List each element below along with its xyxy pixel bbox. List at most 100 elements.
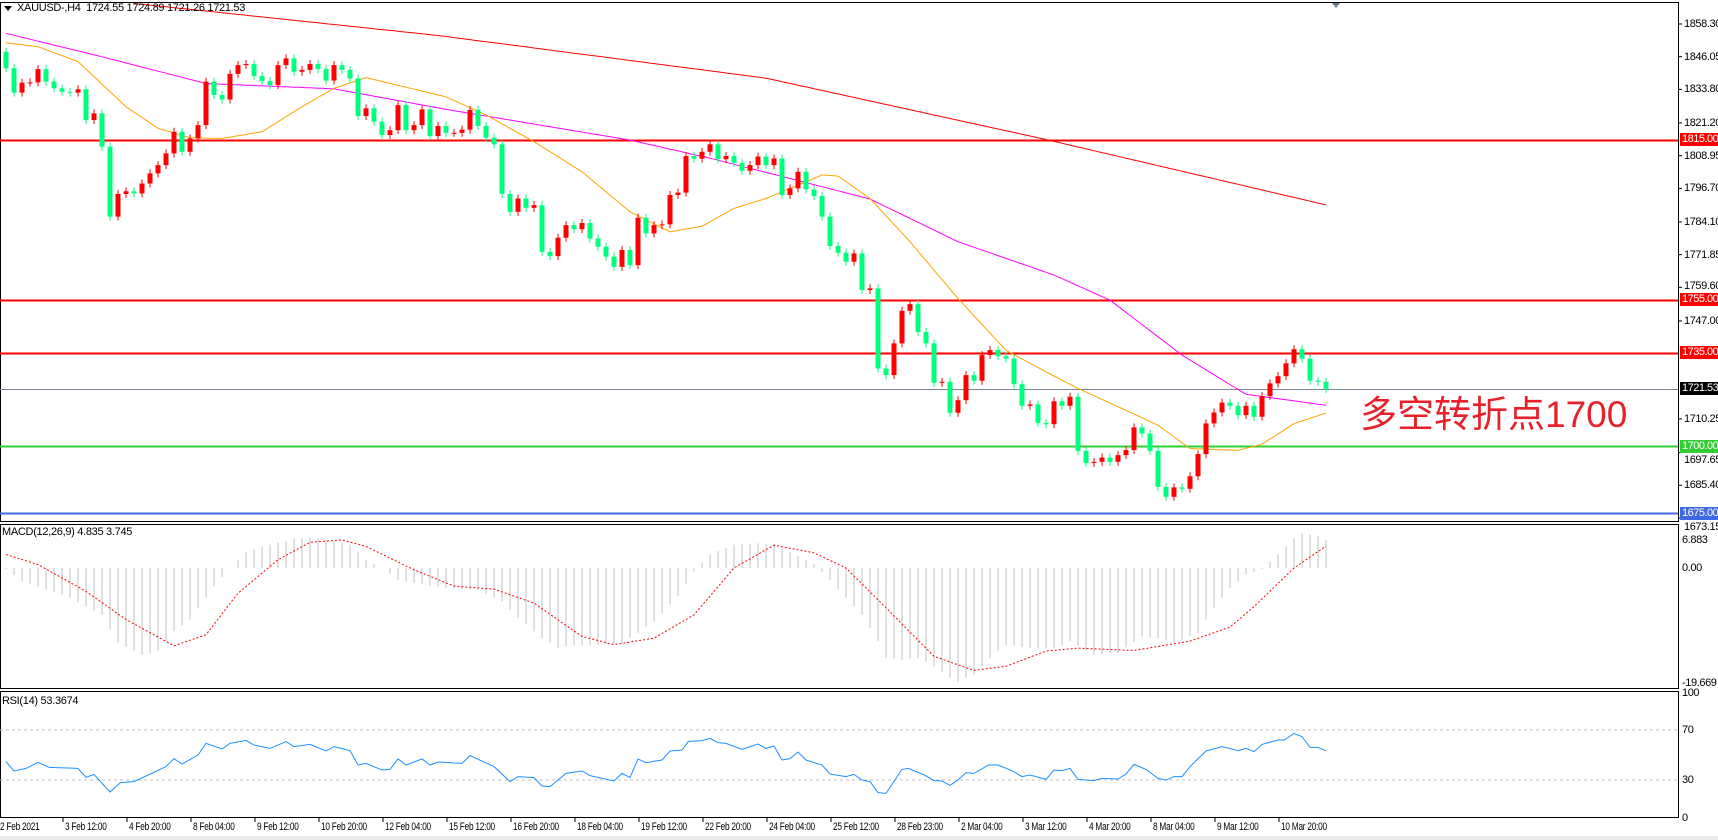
candle-body [1259, 396, 1265, 417]
price-axis-label: 1846.05 [1684, 50, 1718, 63]
price-axis-label: 1821.20 [1684, 116, 1718, 129]
candle-body [75, 89, 81, 93]
candle-body [1251, 405, 1257, 417]
candle-body [1107, 457, 1113, 462]
candle-body [211, 81, 217, 95]
candle-body [1203, 423, 1209, 455]
candle-body [1059, 401, 1065, 406]
candle-body [507, 193, 513, 212]
candle-body [323, 69, 329, 81]
time-axis-label: 2 Feb 2021 [0, 821, 40, 833]
candle-body [979, 355, 985, 381]
candle-body [611, 256, 617, 267]
rsi-axis-label: 70 [1682, 724, 1694, 736]
price-axis-label: 1808.95 [1684, 149, 1718, 162]
candle-body [1043, 422, 1049, 425]
candle-body [707, 144, 713, 152]
candle-body [1299, 349, 1305, 359]
macd-panel-frame [0, 524, 1679, 689]
candle-body [363, 108, 369, 117]
candle-body [483, 125, 489, 138]
candle-body [1027, 404, 1033, 406]
candle-body [387, 130, 393, 135]
time-axis-label: 3 Mar 12:00 [1025, 821, 1067, 833]
candle-body [1011, 358, 1017, 385]
candle-body [563, 225, 569, 238]
time-axis-label: 25 Feb 12:00 [833, 821, 879, 833]
candle-body [675, 192, 681, 196]
time-axis-label: 22 Feb 20:00 [705, 821, 751, 833]
candle-body [1075, 396, 1081, 451]
candle-body [131, 191, 137, 194]
candle-body [203, 81, 209, 126]
candle-body [107, 146, 113, 217]
candle-body [1131, 427, 1137, 451]
candle-body [1091, 461, 1097, 463]
rsi-axis-label: 30 [1682, 774, 1694, 786]
time-axis-label: 2 Mar 04:00 [961, 821, 1003, 833]
price-axis-label: 1673.15 [1684, 520, 1718, 533]
candle-body [115, 193, 121, 217]
candle-body [907, 304, 913, 311]
macd-axis-label: -19.669 [1682, 677, 1717, 689]
time-axis-label: 10 Mar 20:00 [1281, 821, 1327, 833]
candle-body [579, 223, 585, 230]
time-axis-label: 3 Feb 12:00 [65, 821, 107, 833]
main-panel-frame [0, 2, 1679, 522]
candle-body [1171, 487, 1177, 497]
price-axis-label: 1747.00 [1684, 314, 1718, 327]
candle-body [643, 217, 649, 234]
candle-body [51, 81, 57, 89]
candle-body [987, 350, 993, 356]
rsi-axis-label: 100 [1682, 686, 1700, 699]
candle-body [395, 105, 401, 131]
candle-body [651, 225, 657, 234]
time-axis-label: 19 Feb 12:00 [641, 821, 687, 833]
candle-body [1147, 433, 1153, 451]
candle-body [1275, 376, 1281, 384]
candle-body [499, 144, 505, 194]
time-axis-label: 8 Feb 04:00 [193, 821, 235, 833]
candle-body [1323, 381, 1329, 389]
candle-body [227, 73, 233, 100]
moving-average-line [133, 3, 1327, 206]
candle-body [219, 94, 225, 100]
candle-body [35, 69, 41, 83]
price-axis-label: 1759.60 [1684, 280, 1718, 293]
candle-body [1283, 363, 1289, 377]
time-axis-label: 8 Mar 04:00 [1153, 821, 1195, 833]
macd-axis-label: 0.00 [1682, 562, 1702, 574]
candle-body [155, 165, 161, 174]
candle-body [931, 343, 937, 383]
price-level-tag: 1721.53 [1680, 382, 1718, 396]
candle-body [947, 381, 953, 413]
candle-body [91, 113, 97, 121]
candle-body [267, 81, 273, 86]
candle-body [27, 82, 33, 84]
symbol-label: XAUUSD-,H4 [17, 2, 81, 14]
candle-body [891, 343, 897, 376]
candle-body [835, 245, 841, 253]
candle-body [371, 108, 377, 122]
candle-body [403, 105, 409, 131]
candle-body [427, 109, 433, 137]
dropdown-triangle-icon[interactable] [4, 5, 12, 11]
candle-body [1163, 486, 1169, 497]
candle-body [43, 69, 49, 82]
time-axis-label: 15 Feb 12:00 [449, 821, 495, 833]
price-level-tag: 1815.00 [1680, 133, 1718, 147]
candle-body [1155, 450, 1161, 487]
candle-body [3, 51, 9, 69]
candle-body [435, 125, 441, 137]
candle-body [627, 249, 633, 266]
candle-body [955, 400, 961, 413]
candle-body [723, 156, 729, 160]
candle-body [779, 158, 785, 196]
macd-axis-label: 6.883 [1682, 533, 1708, 546]
candle-body [971, 375, 977, 381]
candle-body [851, 253, 857, 262]
candle-body [1315, 380, 1321, 382]
time-axis-label: 18 Feb 04:00 [577, 821, 623, 833]
candle-body [411, 125, 417, 131]
